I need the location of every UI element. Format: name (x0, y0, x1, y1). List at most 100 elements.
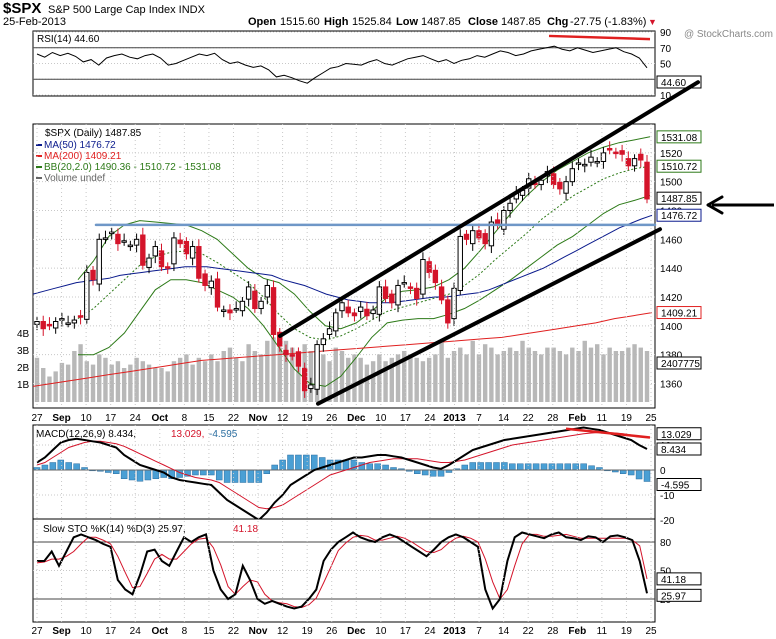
candle-body (420, 259, 426, 295)
macd-histogram-bar (556, 463, 564, 471)
volume-bar (532, 351, 538, 402)
macd-histogram-bar (65, 462, 72, 471)
candle-body (401, 282, 407, 285)
volume-bar (72, 351, 77, 402)
price-tick-label: 1420 (660, 293, 683, 304)
volume-bar (103, 357, 108, 402)
candle-body (550, 173, 557, 186)
volume-bar (115, 361, 121, 402)
macd-divergence-line (565, 427, 651, 439)
volume-bar (626, 347, 631, 402)
x-tick-label: 24 (424, 413, 436, 424)
candle-body (227, 309, 233, 314)
candle-body (644, 161, 650, 200)
high-value: 1525.84 (352, 16, 392, 28)
volume-bar (34, 357, 40, 402)
down-arrow-icon: ▼ (648, 17, 657, 27)
candle-body (84, 271, 90, 320)
volume-bar (557, 351, 563, 402)
legend-entry: BB(20,2.0) 1490.36 - 1510.72 - 1531.08 (44, 162, 221, 173)
candle-body (557, 181, 563, 190)
candle-body (245, 286, 252, 300)
sto-value-1-box (656, 588, 702, 602)
candle-body (71, 319, 78, 324)
candle-body (121, 240, 127, 243)
candle-body (606, 148, 613, 151)
macd-histogram-bar (627, 469, 635, 476)
candle-body (264, 284, 271, 298)
volume-bar (196, 357, 202, 402)
chart-date: 25-Feb-2013 (3, 16, 66, 28)
volume-bar (402, 351, 407, 402)
candle-body (146, 257, 152, 268)
macd-histogram-bar (303, 454, 310, 471)
macd-histogram-bar (509, 463, 516, 471)
candle-body (202, 273, 208, 286)
macd-histogram-bar (57, 459, 65, 471)
candle-body (239, 300, 246, 312)
volume-bar (464, 354, 469, 402)
x-tick-label: 10 (375, 413, 387, 424)
candle-body (445, 299, 451, 324)
annotations (94, 34, 774, 439)
candle-body (158, 250, 165, 268)
candle-body (482, 233, 488, 245)
sto-d-line (36, 533, 648, 609)
macd-histogram-bar (49, 462, 57, 471)
ma200-line (32, 312, 653, 387)
macd-histogram-bar (469, 462, 476, 471)
ohlc-summary: Open 1515.60 High 1525.84 Low 1487.85 Cl… (248, 16, 657, 28)
volume-bar (65, 364, 71, 402)
rsi-frame (32, 30, 656, 97)
stochastic-panel: 805020Slow STO %K(14) %D(3) 25.97, 41.18… (32, 518, 702, 623)
volume-bar (595, 344, 600, 402)
candle-body (413, 287, 420, 299)
x-tick-label: 8 (182, 413, 188, 424)
candle-body (233, 308, 239, 311)
volume-bar (644, 351, 650, 402)
candle-body (34, 321, 40, 325)
volume-bar (109, 364, 114, 402)
x-tick-label: 22 (523, 626, 535, 637)
x-tick-label: Dec (347, 626, 366, 637)
candle-body (470, 230, 476, 245)
x-tick-label: 24 (424, 626, 436, 637)
macd-histogram-bar (588, 465, 595, 471)
candle-body (301, 367, 308, 392)
candle-body (463, 233, 470, 240)
candle-body (59, 318, 65, 321)
candle-body (127, 244, 134, 248)
candle-body (152, 246, 158, 257)
macd-histogram-bar (73, 463, 80, 471)
price-tick-label: 1360 (660, 379, 683, 390)
x-tick-label: 22 (228, 626, 240, 637)
volume-bar (159, 368, 164, 402)
macd-histogram-bar (366, 463, 373, 471)
volume-bar (538, 354, 544, 402)
macd-histogram-bar (200, 469, 207, 476)
volume-bar (352, 354, 357, 402)
price-value-1: 1510.72 (661, 162, 698, 173)
macd-histogram-bar (247, 469, 255, 483)
x-tick-label: 25 (645, 626, 657, 637)
candle-body (382, 286, 389, 299)
candle-body (258, 300, 264, 310)
open-value: 1515.60 (280, 16, 320, 28)
macd-value-1-box (656, 442, 702, 456)
candle-body (407, 286, 414, 289)
price-value-4-box (656, 306, 702, 320)
macd-hist-label: -4.595 (209, 429, 238, 440)
sto-d-label: 41.18 (233, 524, 258, 535)
x-tick-label: 27 (31, 413, 43, 424)
bottom-x-axis: 27 Sep 10 17 24 Oct 8 15 22 Nov 12 19 26 Dec 10 17 24 201… (31, 425, 657, 637)
rsi-title: RSI(14) 44.60 (37, 34, 100, 45)
candle-body (314, 344, 320, 390)
sto-value-0-box (656, 572, 702, 586)
macd-histogram-bar (580, 463, 587, 471)
volume-bar (482, 344, 488, 402)
macd-histogram-bar (516, 463, 524, 471)
ticker-symbol: $SPX (3, 0, 41, 17)
candle-body (582, 163, 588, 167)
volume-bar (146, 364, 152, 402)
x-tick-label: Nov (249, 413, 268, 424)
